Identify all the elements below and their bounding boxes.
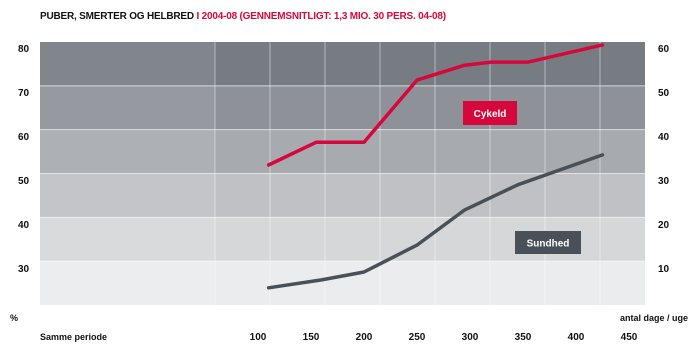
legend-box-sundhed: [515, 231, 581, 254]
x-axis-label: Samme periode: [40, 332, 107, 342]
chart-title: PUBER, SMERTER OG HELBRED I 2004-08 (GEN…: [40, 11, 446, 22]
legend: Cykeld Sundhed: [463, 101, 581, 254]
y-left-tick-label: 60: [18, 132, 30, 143]
series-lines: [266, 43, 605, 290]
y-axis-left-ticks: 80 70 60 50 40 30: [18, 44, 30, 275]
band-1: [40, 85, 645, 130]
band-3: [40, 173, 645, 218]
legend-box-cykeld: [463, 101, 517, 125]
legend-label-cykeld: Cykeld: [474, 109, 507, 120]
y-right-tick-label: 10: [658, 264, 670, 275]
y-right-tick-label: 30: [658, 176, 670, 187]
band-2: [40, 129, 645, 174]
series-line-sundhed: [266, 153, 605, 290]
x-tick-label: 400: [568, 332, 585, 343]
band-0: [40, 42, 645, 86]
y-axis-left-label: %: [10, 313, 18, 323]
y-left-tick-label: 70: [18, 88, 30, 99]
y-left-tick-label: 40: [18, 220, 30, 231]
x-tick-label: 300: [462, 332, 479, 343]
chart-title-main: PUBER, SMERTER OG HELBRED: [40, 11, 194, 22]
chart-subtitle: I 2004-08 (GENNEMSNITLIGT: 1,3 MIO. 30 P…: [196, 11, 447, 22]
grid-lines: [40, 42, 645, 305]
band-5: [40, 261, 645, 305]
y-left-tick-label: 50: [18, 176, 30, 187]
series-line-cykeld: [266, 43, 605, 167]
x-tick-label: 450: [621, 332, 638, 343]
x-tick-label: 350: [515, 332, 532, 343]
y-axis-right-ticks: 60 50 40 30 20 10: [658, 44, 670, 275]
x-tick-label: 250: [409, 332, 426, 343]
y-right-tick-label: 40: [658, 132, 670, 143]
y-right-tick-label: 20: [658, 220, 670, 231]
y-right-tick-label: 60: [658, 44, 670, 55]
x-tick-label: 200: [356, 332, 373, 343]
x-axis-ticks: 100 150 200 250 300 350 400 450: [250, 332, 638, 343]
x-axis-right-label: antal dage / uge: [620, 313, 688, 323]
y-right-tick-label: 50: [658, 88, 670, 99]
x-tick-label: 100: [250, 332, 267, 343]
x-tick-label: 150: [303, 332, 320, 343]
y-left-tick-label: 30: [18, 264, 30, 275]
y-left-tick-label: 80: [18, 44, 30, 55]
legend-label-sundhed: Sundhed: [527, 239, 570, 250]
